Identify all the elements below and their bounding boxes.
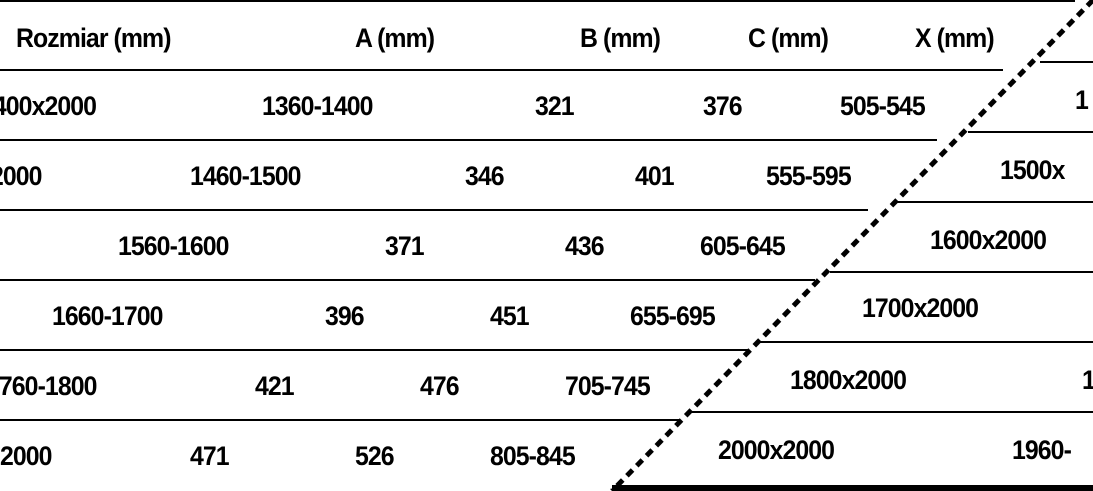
cell-x: 655-695 xyxy=(630,301,716,331)
row-divider xyxy=(0,0,1075,2)
header-b: B (mm) xyxy=(580,23,661,53)
cell-a: 1360-1400 xyxy=(262,91,373,121)
cell-a: 1760-1800 xyxy=(0,371,97,401)
cell-right: 1 xyxy=(1075,85,1089,115)
bottom-border xyxy=(612,485,1093,491)
header-c: C (mm) xyxy=(748,23,829,53)
cell-right: 1700x2000 xyxy=(862,293,979,323)
cell-x: 555-595 xyxy=(766,161,852,191)
cell-right-2: 1960- xyxy=(1012,435,1072,465)
cell-c: 526 xyxy=(355,441,395,471)
cell-x: 705-745 xyxy=(565,371,651,401)
row-divider xyxy=(760,341,1093,343)
row-divider xyxy=(0,349,749,351)
cell-right: 1800x2000 xyxy=(790,365,907,395)
header-a: A (mm) xyxy=(355,23,435,53)
cell-size: 1400x2000 xyxy=(0,91,97,121)
row-divider xyxy=(1040,61,1093,63)
row-divider xyxy=(0,279,815,281)
cell-c: 451 xyxy=(490,301,530,331)
cell-b: 421 xyxy=(255,371,295,401)
cell-right: 2000x2000 xyxy=(718,435,835,465)
cell-c: 376 xyxy=(703,91,743,121)
cell-a: 1460-1500 xyxy=(190,161,301,191)
cell-c: 436 xyxy=(565,231,605,261)
cell-b: 321 xyxy=(535,91,575,121)
cell-right: 1600x2000 xyxy=(930,225,1047,255)
header-size: Rozmiar (mm) xyxy=(16,23,172,53)
row-divider xyxy=(0,209,868,211)
row-divider xyxy=(0,139,937,141)
cell-x: 605-645 xyxy=(700,231,786,261)
row-divider xyxy=(0,69,1003,71)
cell-b: 396 xyxy=(325,301,365,331)
cell-b: 346 xyxy=(465,161,505,191)
row-divider xyxy=(968,131,1093,133)
row-divider xyxy=(830,271,1093,273)
cell-a: 1660-1700 xyxy=(52,301,163,331)
row-divider xyxy=(895,201,1093,203)
cell-a: 2000 xyxy=(0,441,53,471)
cell-size: 2000 xyxy=(0,161,43,191)
row-divider xyxy=(688,411,1093,413)
cell-right-2: 1 xyxy=(1082,365,1093,395)
row-divider xyxy=(0,419,679,421)
cell-x: 505-545 xyxy=(840,91,926,121)
cell-c: 401 xyxy=(635,161,675,191)
cell-a: 1560-1600 xyxy=(118,231,229,261)
cell-right: 1500x xyxy=(1000,155,1065,185)
cell-x: 805-845 xyxy=(490,441,576,471)
cell-c: 476 xyxy=(420,371,460,401)
header-x: X (mm) xyxy=(915,23,995,53)
cell-b: 371 xyxy=(385,231,425,261)
cell-b: 471 xyxy=(190,441,230,471)
